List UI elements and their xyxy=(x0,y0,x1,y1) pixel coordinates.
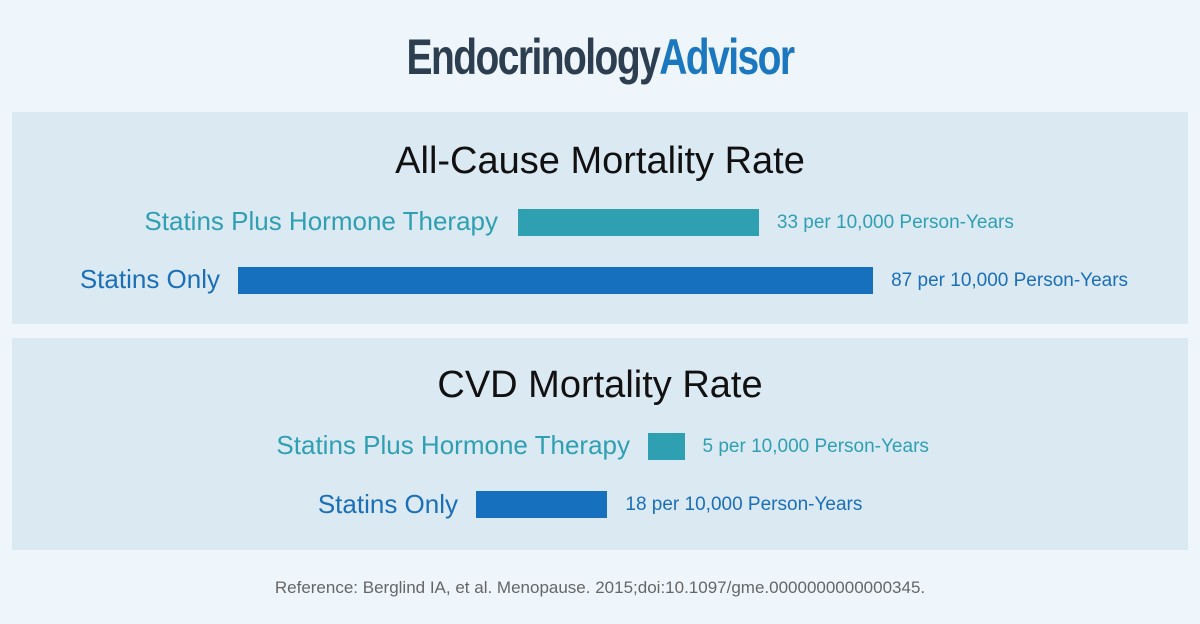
all-cause-mortality-panel: All-Cause Mortality Rate Statins Plus Ho… xyxy=(12,112,1188,324)
value-label: 5 per 10,000 Person-Years xyxy=(702,436,929,457)
bar-statins-plus-hormone xyxy=(648,433,685,460)
bar-statins-plus-hormone xyxy=(518,209,759,236)
value-label: 87 per 10,000 Person-Years xyxy=(891,270,1129,291)
brand-logo-part2: Advisor xyxy=(659,29,795,85)
brand-logo: EndocrinologyAdvisor xyxy=(132,28,1068,86)
chart-title: CVD Mortality Rate xyxy=(437,364,763,406)
category-label: Statins Plus Hormone Therapy xyxy=(144,206,498,236)
cvd-mortality-panel: CVD Mortality Rate Statins Plus Hormone … xyxy=(12,338,1188,550)
reference-citation: Reference: Berglind IA, et al. Menopause… xyxy=(274,578,926,597)
brand-logo-part1: Endocrinology xyxy=(406,29,660,85)
category-label: Statins Only xyxy=(317,489,458,519)
category-label: Statins Plus Hormone Therapy xyxy=(276,430,630,460)
bar-statins-only xyxy=(476,491,608,518)
category-label: Statins Only xyxy=(79,264,220,294)
value-label: 33 per 10,000 Person-Years xyxy=(776,212,1014,233)
chart-title: All-Cause Mortality Rate xyxy=(395,140,805,182)
bar-statins-only xyxy=(238,267,874,294)
value-label: 18 per 10,000 Person-Years xyxy=(625,494,863,515)
